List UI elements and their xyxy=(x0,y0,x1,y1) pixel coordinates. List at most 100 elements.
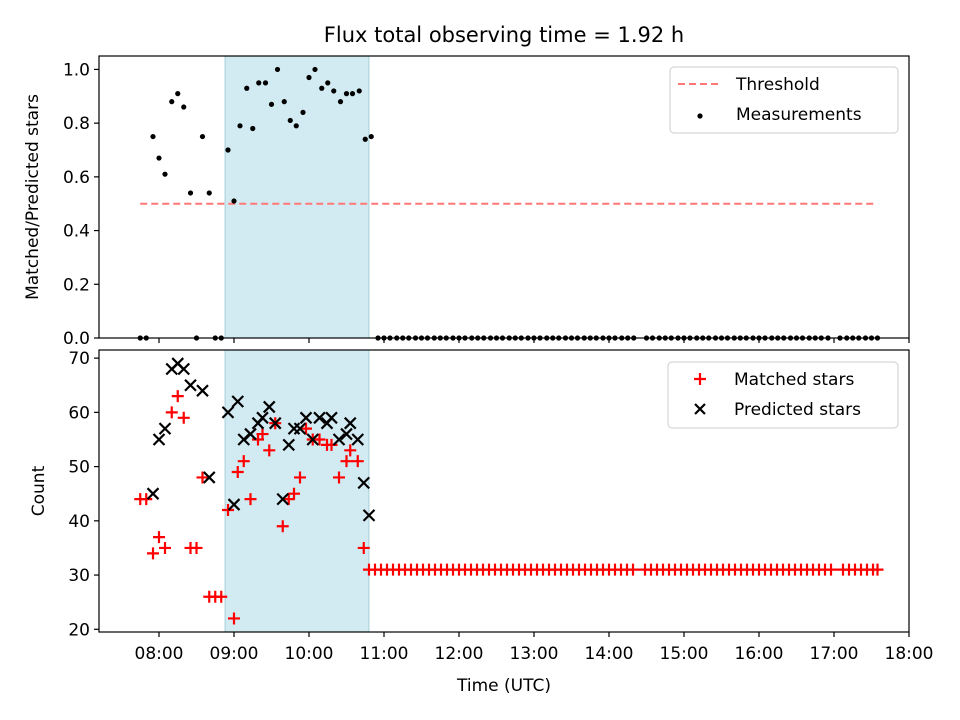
measurement-point xyxy=(250,125,256,132)
ratio-y-axis: 0.0 0.2 0.4 0.6 0.8 1.0 xyxy=(63,60,99,349)
predicted-star-point xyxy=(306,433,320,446)
y-tick-label: 0.0 xyxy=(63,329,90,349)
measurement-point xyxy=(274,66,281,73)
measurement-point xyxy=(244,85,250,91)
matched-star-point xyxy=(177,411,190,424)
matched-star-point xyxy=(276,520,289,533)
measurement-point xyxy=(312,66,318,73)
legend-matched-swatch xyxy=(694,373,706,385)
matched-star-point xyxy=(340,455,353,468)
measurement-point xyxy=(343,91,350,97)
predicted-star-point xyxy=(299,411,313,425)
predicted-star-point xyxy=(196,384,209,397)
matched-star-point xyxy=(300,422,312,435)
measurement-point xyxy=(362,136,368,142)
y-tick-label: 0.6 xyxy=(63,168,90,188)
predicted-star-point xyxy=(357,476,371,490)
matched-star-point xyxy=(215,590,228,603)
count-y-label: Count xyxy=(29,465,49,516)
legend-measurements-label: Measurements xyxy=(736,105,862,125)
legend-measurement-swatch xyxy=(697,113,703,119)
matched-star-point xyxy=(244,493,257,506)
matched-star-point xyxy=(825,563,837,576)
count-y-axis: 20 30 40 50 60 70 xyxy=(68,349,99,640)
matched-star-point xyxy=(140,493,153,506)
predicted-star-point xyxy=(244,427,257,441)
matched-star-point xyxy=(325,438,338,451)
predicted-star-point xyxy=(177,362,191,376)
measurement-point xyxy=(368,133,374,140)
predicted-star-point xyxy=(351,433,365,446)
measurement-point xyxy=(231,198,237,204)
measurement-point xyxy=(268,101,275,107)
measurement-point xyxy=(206,190,212,196)
matched-star-point xyxy=(351,455,364,468)
y-tick-label: 70 xyxy=(68,349,90,369)
measurement-point xyxy=(237,123,243,129)
predicted-star-point xyxy=(276,492,290,506)
time-x-axis: 08:00 09:00 10:00 11:00 12:00 13:00 14:00 15:00… xyxy=(135,632,934,664)
y-tick-label: 30 xyxy=(68,566,90,586)
measurement-point xyxy=(300,109,306,115)
legend-threshold-label: Threshold xyxy=(735,75,820,95)
matched-star-point xyxy=(231,466,244,479)
x-tick-label: 09:00 xyxy=(210,644,259,664)
predicted-star-point xyxy=(325,411,338,425)
ratio-y-label: Matched/Predicted stars xyxy=(23,94,43,300)
legend-predicted-swatch xyxy=(694,403,706,415)
x-tick-label: 10:00 xyxy=(285,644,334,664)
predicted-star-point xyxy=(362,509,376,522)
count-panel: 20 30 40 50 60 70 08:00 09:00 10:00 11:00 12:00 13… xyxy=(29,349,934,664)
measurement-point xyxy=(162,171,168,177)
matched-star-point xyxy=(222,503,234,516)
x-axis-label: Time (UTC) xyxy=(456,676,551,696)
matched-star-point xyxy=(153,531,165,544)
predicted-star-point xyxy=(184,378,197,392)
y-tick-label: 50 xyxy=(68,458,90,478)
predicted-star-point xyxy=(221,406,235,419)
matched-star-point xyxy=(165,406,178,419)
predicted-star-point xyxy=(293,422,307,435)
predicted-star-point xyxy=(202,471,216,484)
matched-star-point xyxy=(171,390,184,403)
predicted-star-point xyxy=(146,487,160,500)
matched-star-point xyxy=(190,541,203,554)
measurement-point xyxy=(187,190,194,196)
matched-star-point xyxy=(333,471,345,484)
measurement-point xyxy=(287,117,293,124)
x-tick-label: 13:00 xyxy=(510,644,559,664)
measurement-point xyxy=(225,147,231,153)
predicted-star-point xyxy=(313,411,326,425)
count-legend-box xyxy=(667,361,899,429)
predicted-star-point xyxy=(282,438,296,452)
measurement-point xyxy=(256,80,262,86)
matched-star-point xyxy=(357,541,370,554)
measurement-point xyxy=(356,88,362,94)
predicted-star-point xyxy=(227,498,241,511)
ratio-panel: 0.0 0.2 0.4 0.6 0.8 1.0 Matched/Predicted sta… xyxy=(23,55,910,349)
matched-star-point xyxy=(256,428,269,441)
x-tick-label: 17:00 xyxy=(810,644,859,664)
x-tick-label: 12:00 xyxy=(435,644,484,664)
measurement-point xyxy=(169,99,175,105)
measurement-point xyxy=(337,99,344,105)
predicted-star-point xyxy=(256,411,269,425)
count-points xyxy=(134,357,884,625)
measurement-point xyxy=(319,85,325,91)
matched-star-point xyxy=(237,455,250,468)
matched-star-point xyxy=(288,487,300,500)
predicted-star-point xyxy=(231,395,245,408)
y-tick-label: 60 xyxy=(68,403,90,423)
y-tick-label: 0.4 xyxy=(63,222,90,242)
predicted-star-point xyxy=(152,433,166,446)
y-tick-label: 40 xyxy=(68,512,90,532)
matched-star-point xyxy=(627,563,639,576)
predicted-star-point xyxy=(340,427,353,441)
predicted-star-point xyxy=(332,433,346,446)
count-legend: Matched stars Predicted stars xyxy=(667,361,899,429)
measurement-point xyxy=(349,91,356,97)
measurement-point xyxy=(306,74,312,81)
y-tick-label: 1.0 xyxy=(63,60,90,80)
count-panel-frame xyxy=(98,349,910,633)
